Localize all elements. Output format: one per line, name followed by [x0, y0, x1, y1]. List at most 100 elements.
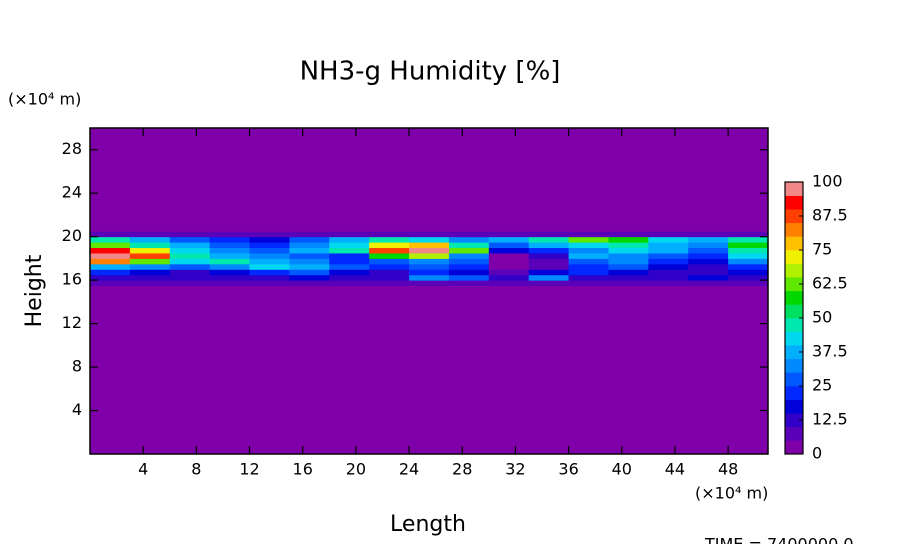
cell [129, 263, 171, 270]
cell [568, 128, 609, 232]
cell [528, 258, 570, 265]
y-tick-label: 28 [62, 139, 82, 158]
cell [409, 247, 450, 254]
cell [608, 247, 649, 254]
cell [728, 258, 769, 265]
colorbar-band [785, 372, 803, 387]
cell [169, 274, 211, 281]
cell [688, 128, 729, 232]
colorbar-tick-label: 12.5 [812, 410, 848, 429]
cell [409, 236, 450, 243]
cell [409, 285, 450, 455]
cell [488, 128, 530, 232]
x-unit: (×10⁴ m) [695, 484, 768, 503]
cell [688, 252, 729, 259]
cell [369, 280, 410, 287]
cell [688, 269, 729, 276]
colorbar-tick-label: 25 [812, 376, 832, 395]
cell [608, 280, 649, 287]
cell [448, 236, 490, 243]
cell [249, 274, 290, 281]
cell [129, 242, 171, 249]
cell [249, 269, 290, 276]
cell [648, 274, 689, 281]
cell [169, 269, 211, 276]
cell [688, 242, 729, 249]
x-tick-label: 12 [239, 460, 259, 479]
cell [568, 263, 609, 270]
cell [528, 231, 570, 238]
cell [249, 231, 290, 238]
cell [488, 285, 530, 455]
cell [129, 269, 171, 276]
cell [90, 231, 131, 238]
cell [448, 258, 490, 265]
cell [209, 128, 251, 232]
cell [129, 128, 171, 232]
cell [329, 274, 370, 281]
cell [90, 242, 131, 249]
cell [169, 258, 211, 265]
colorbar-band [785, 331, 803, 346]
x-tick-label: 16 [293, 460, 313, 479]
cell [249, 242, 290, 249]
cell [209, 252, 251, 259]
cell [369, 274, 410, 281]
cell [369, 258, 410, 265]
cell [448, 269, 490, 276]
cell [688, 280, 729, 287]
cell [169, 263, 211, 270]
cell [129, 231, 171, 238]
cell [448, 247, 490, 254]
cell [409, 263, 450, 270]
colorbar-band [785, 386, 803, 400]
x-tick-label: 32 [505, 460, 525, 479]
cell [169, 128, 211, 232]
cell [329, 247, 370, 254]
y-tick-label: 20 [62, 226, 82, 245]
cell [369, 252, 410, 259]
cell [448, 242, 490, 249]
cell [169, 280, 211, 287]
cell [90, 274, 131, 281]
cell [608, 236, 649, 243]
cell [568, 285, 609, 455]
cell [209, 285, 251, 455]
cell [209, 280, 251, 287]
cell [688, 263, 729, 270]
colorbar-band [785, 413, 803, 428]
cell [289, 247, 330, 254]
cell [568, 236, 609, 243]
x-tick-label: 44 [665, 460, 685, 479]
cell [648, 280, 689, 287]
cell [90, 128, 131, 232]
chart-title: NH3-g Humidity [%] [300, 57, 561, 87]
cell [289, 236, 330, 243]
cell [289, 263, 330, 270]
cell [688, 231, 729, 238]
cell [728, 242, 769, 249]
colorbar-band [785, 304, 803, 319]
cell [409, 258, 450, 265]
cell [329, 280, 370, 287]
cell [568, 274, 609, 281]
colorbar-tick-label: 87.5 [812, 206, 848, 225]
x-tick-label: 28 [452, 460, 472, 479]
cell [329, 231, 370, 238]
cell [369, 269, 410, 276]
cell [209, 236, 251, 243]
cell [329, 128, 370, 232]
cell [608, 252, 649, 259]
x-tick-label: 8 [191, 460, 201, 479]
cell [608, 128, 649, 232]
cell [728, 263, 769, 270]
colorbar-band [785, 290, 803, 305]
cell [448, 280, 490, 287]
cell [448, 285, 490, 455]
cell [249, 263, 290, 270]
x-tick-label: 20 [346, 460, 366, 479]
cell [448, 263, 490, 270]
colorbar-tick-label: 100 [812, 172, 843, 191]
cell [448, 128, 490, 232]
cell [488, 252, 530, 259]
